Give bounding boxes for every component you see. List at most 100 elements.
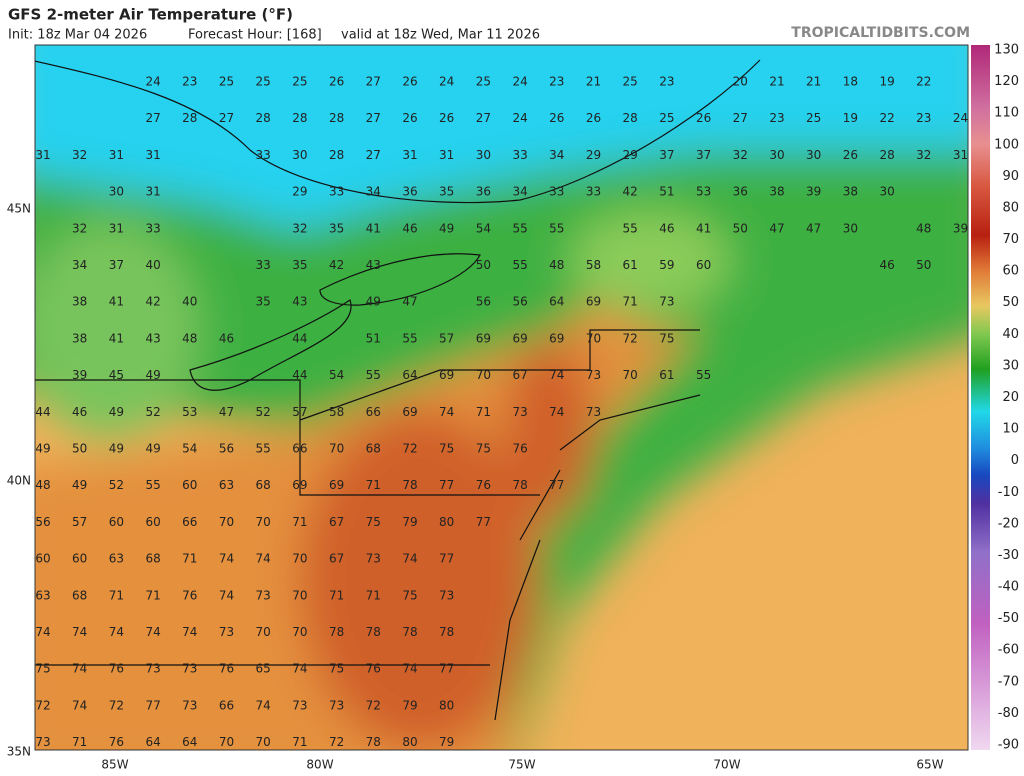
temp-label: 70 (219, 515, 234, 529)
temp-label: 66 (182, 515, 197, 529)
temp-label: 80 (439, 515, 454, 529)
colorbar-label: -80 (998, 706, 1019, 721)
lon-label: 75W (508, 758, 535, 772)
temp-label: 40 (182, 295, 197, 309)
temp-label: 77 (439, 478, 454, 492)
temp-label: 70 (476, 368, 491, 382)
temp-label: 72 (35, 698, 50, 712)
temp-label: 35 (256, 295, 271, 309)
temp-label: 33 (145, 221, 160, 235)
temp-label: 24 (512, 111, 527, 125)
temp-label: 30 (109, 185, 124, 199)
temp-label: 29 (623, 148, 638, 162)
temp-label: 25 (806, 111, 821, 125)
temp-label: 71 (72, 735, 87, 749)
temp-label: 35 (292, 258, 307, 272)
temp-label: 73 (329, 698, 344, 712)
temp-label: 29 (586, 148, 601, 162)
temp-label: 55 (366, 368, 381, 382)
temp-label: 26 (439, 111, 454, 125)
temp-label: 71 (182, 552, 197, 566)
temp-label: 33 (586, 185, 601, 199)
temp-label: 68 (366, 442, 381, 456)
temp-label: 33 (256, 258, 271, 272)
temp-label: 60 (145, 515, 160, 529)
temp-label: 47 (402, 295, 417, 309)
temp-label: 70 (256, 735, 271, 749)
temp-label: 23 (182, 75, 197, 89)
temp-label: 70 (256, 625, 271, 639)
temp-label: 34 (72, 258, 87, 272)
temp-label: 78 (329, 625, 344, 639)
temp-label: 28 (292, 111, 307, 125)
temp-label: 77 (439, 662, 454, 676)
temp-label: 73 (586, 368, 601, 382)
temp-label: 55 (623, 221, 638, 235)
temp-label: 60 (72, 552, 87, 566)
temp-label: 41 (109, 295, 124, 309)
temp-label: 21 (806, 75, 821, 89)
temp-label: 26 (586, 111, 601, 125)
colorbar-label: 110 (994, 106, 1019, 121)
temp-label: 48 (916, 221, 931, 235)
temp-label: 46 (72, 405, 87, 419)
temp-label: 26 (329, 75, 344, 89)
temp-label: 44 (35, 405, 50, 419)
temp-label: 22 (879, 111, 894, 125)
temp-label: 75 (35, 662, 50, 676)
temp-label: 56 (219, 442, 234, 456)
temp-label: 75 (366, 515, 381, 529)
temp-label: 34 (512, 185, 527, 199)
temp-label: 18 (843, 75, 858, 89)
temp-label: 73 (586, 405, 601, 419)
temp-label: 76 (109, 662, 124, 676)
temp-label: 33 (512, 148, 527, 162)
temp-label: 53 (182, 405, 197, 419)
temp-label: 27 (219, 111, 234, 125)
temp-label: 29 (292, 185, 307, 199)
temp-label: 63 (109, 552, 124, 566)
temp-label: 66 (219, 698, 234, 712)
temp-label: 46 (879, 258, 894, 272)
temp-label: 34 (549, 148, 564, 162)
temp-label: 59 (659, 258, 674, 272)
temp-label: 66 (366, 405, 381, 419)
title: GFS 2-meter Air Temperature (°F) (8, 6, 293, 24)
temp-label: 61 (659, 368, 674, 382)
temp-label: 26 (402, 111, 417, 125)
temp-label: 61 (623, 258, 638, 272)
temp-label: 31 (145, 185, 160, 199)
temp-label: 75 (476, 442, 491, 456)
temp-label: 70 (292, 552, 307, 566)
temp-label: 46 (402, 221, 417, 235)
temp-label: 42 (623, 185, 638, 199)
temp-label: 28 (879, 148, 894, 162)
temp-label: 43 (292, 295, 307, 309)
temp-label: 35 (329, 221, 344, 235)
temp-label: 50 (733, 221, 748, 235)
temp-label: 74 (219, 588, 234, 602)
temp-label: 72 (402, 442, 417, 456)
temperature-field (35, 45, 968, 750)
temp-label: 27 (366, 111, 381, 125)
colorbar-label: 130 (994, 43, 1019, 58)
temp-label: 26 (843, 148, 858, 162)
temp-label: 28 (329, 111, 344, 125)
temp-label: 28 (623, 111, 638, 125)
temp-label: 57 (292, 405, 307, 419)
temp-label: 58 (329, 405, 344, 419)
temp-label: 36 (402, 185, 417, 199)
temp-label: 41 (109, 331, 124, 345)
temp-label: 31 (109, 148, 124, 162)
temp-label: 54 (476, 221, 491, 235)
temp-label: 74 (182, 625, 197, 639)
colorbar-label: 80 (1002, 200, 1019, 215)
temp-label: 50 (72, 442, 87, 456)
temp-label: 54 (329, 368, 344, 382)
lat-label: 35N (7, 745, 31, 759)
temp-label: 63 (219, 478, 234, 492)
temp-label: 76 (219, 662, 234, 676)
temp-label: 78 (512, 478, 527, 492)
temp-label: 71 (476, 405, 491, 419)
temp-label: 75 (329, 662, 344, 676)
